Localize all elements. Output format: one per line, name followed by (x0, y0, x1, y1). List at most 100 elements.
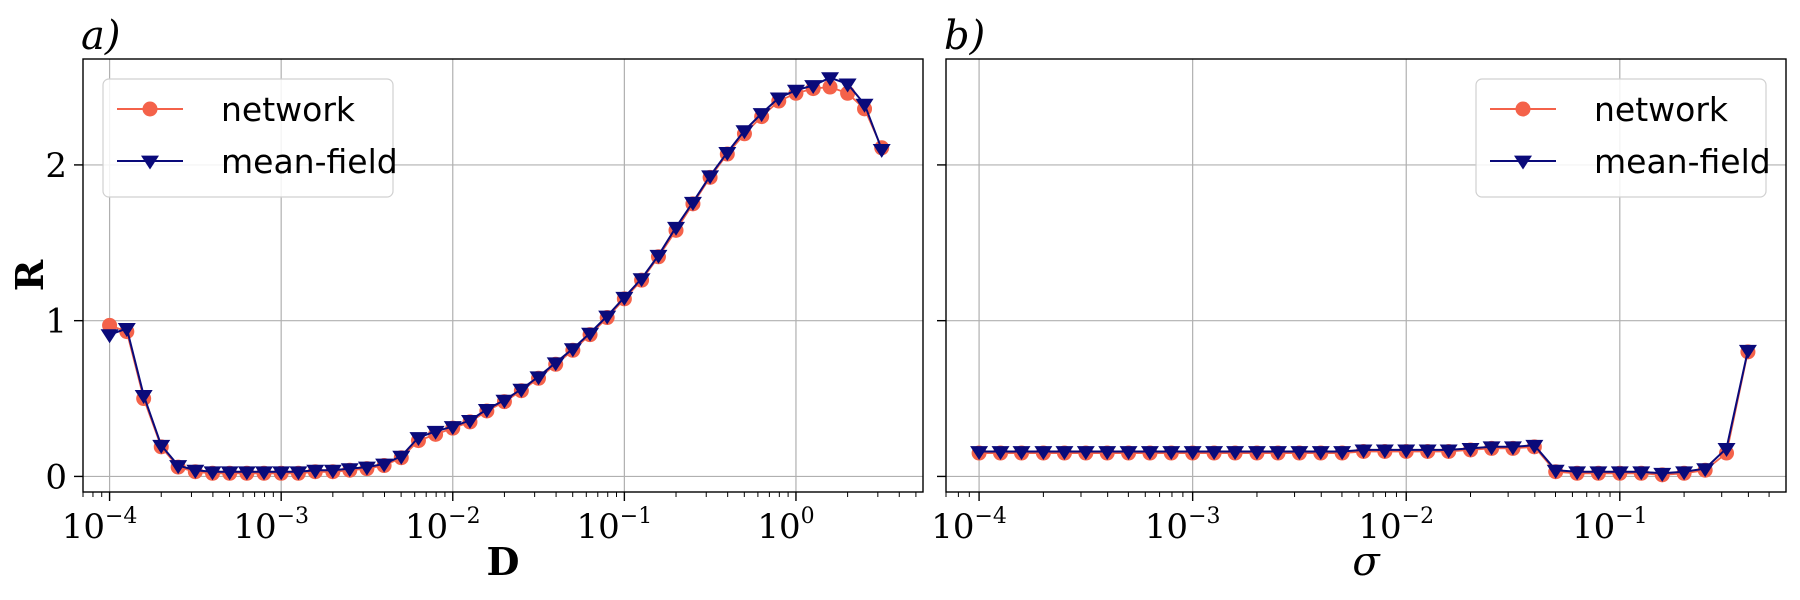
data-point (340, 463, 359, 478)
data-point (237, 466, 256, 481)
data-point (392, 450, 411, 465)
data-point (100, 329, 119, 344)
legend-label: network (1594, 90, 1729, 129)
data-point (1503, 441, 1522, 456)
y-tick-label: 2 (45, 146, 67, 186)
data-point (991, 446, 1010, 461)
data-point (1012, 446, 1031, 461)
y-axis-label: R (7, 259, 52, 291)
data-point (615, 291, 634, 306)
data-point (1696, 463, 1715, 478)
data-point (186, 464, 205, 479)
data-point (1632, 466, 1651, 481)
legend-label: mean-field (221, 142, 398, 181)
data-point (1055, 446, 1074, 461)
data-point (1738, 344, 1757, 359)
series-line (109, 86, 883, 475)
data-point (1311, 446, 1330, 461)
legend-label: network (221, 90, 356, 129)
series-mean-field (970, 344, 1757, 482)
x-tick-label: 100 (757, 504, 814, 547)
data-point (529, 371, 548, 386)
data-point (357, 461, 376, 476)
legend-marker (141, 155, 159, 170)
data-point (323, 464, 342, 479)
legend-marker (1515, 101, 1531, 117)
data-point (1461, 442, 1480, 457)
data-point (1098, 446, 1117, 461)
data-point (1034, 446, 1053, 461)
data-point (1589, 466, 1608, 481)
legend-marker (1514, 155, 1532, 170)
data-point (1439, 444, 1458, 459)
data-point (1333, 446, 1352, 461)
data-point (426, 425, 445, 440)
y-tick-label: 0 (45, 457, 67, 497)
data-point (701, 170, 720, 185)
data-point (786, 84, 805, 99)
plot-frame (945, 58, 1787, 493)
data-point (1247, 446, 1266, 461)
plot-frame (82, 58, 924, 493)
legend-label: mean-field (1594, 142, 1771, 181)
x-axis-label: σ (1352, 539, 1381, 585)
data-point (495, 394, 514, 409)
data-point (581, 327, 600, 342)
data-point (254, 466, 273, 481)
data-point (1226, 446, 1245, 461)
data-point (512, 383, 531, 398)
data-point (152, 439, 171, 454)
data-point (752, 108, 771, 123)
data-point (1675, 466, 1694, 481)
data-point (220, 466, 239, 481)
data-point (289, 466, 308, 481)
x-tick-label: 10−4 (931, 504, 1007, 547)
x-tick-label: 10−1 (577, 504, 653, 547)
data-point (822, 79, 838, 95)
data-point (1610, 466, 1629, 481)
data-point (632, 273, 651, 288)
data-point (735, 125, 754, 140)
data-point (855, 98, 874, 113)
data-point (117, 323, 136, 338)
legend: network mean-field (102, 78, 398, 198)
data-point (838, 78, 857, 93)
data-point (1418, 444, 1437, 459)
data-point (718, 147, 737, 162)
data-point (409, 432, 428, 447)
data-point (970, 446, 989, 461)
y-tick-label: 1 (45, 302, 67, 342)
data-point (272, 466, 291, 481)
data-point (1482, 441, 1501, 456)
data-point (1525, 439, 1544, 454)
data-point (1140, 446, 1159, 461)
data-point (649, 249, 668, 264)
data-point (443, 421, 462, 436)
legend-marker (142, 101, 158, 117)
data-point (460, 414, 479, 429)
x-tick-label: 10−3 (233, 504, 309, 547)
data-point (872, 143, 891, 158)
data-point (821, 72, 840, 87)
data-point (1653, 467, 1672, 482)
data-point (306, 464, 325, 479)
data-point (598, 310, 617, 325)
legend: network mean-field (1475, 78, 1771, 198)
series-network (971, 344, 1756, 483)
data-point (683, 196, 702, 211)
x-tick-label: 10−4 (62, 504, 138, 547)
data-point (1290, 446, 1309, 461)
data-point (1568, 466, 1587, 481)
data-point (1119, 446, 1138, 461)
panel-label: b) (944, 13, 985, 59)
x-tick-label: 10−2 (405, 504, 481, 547)
data-point (1546, 464, 1565, 479)
data-point (102, 317, 118, 333)
data-point (1162, 446, 1181, 461)
data-point (1269, 446, 1288, 461)
data-point (477, 404, 496, 418)
chart-panel-b: 10−4 10−3 10−2 10−1 b) σ network mean-field (931, 13, 1787, 585)
series-mean-field (100, 72, 891, 481)
